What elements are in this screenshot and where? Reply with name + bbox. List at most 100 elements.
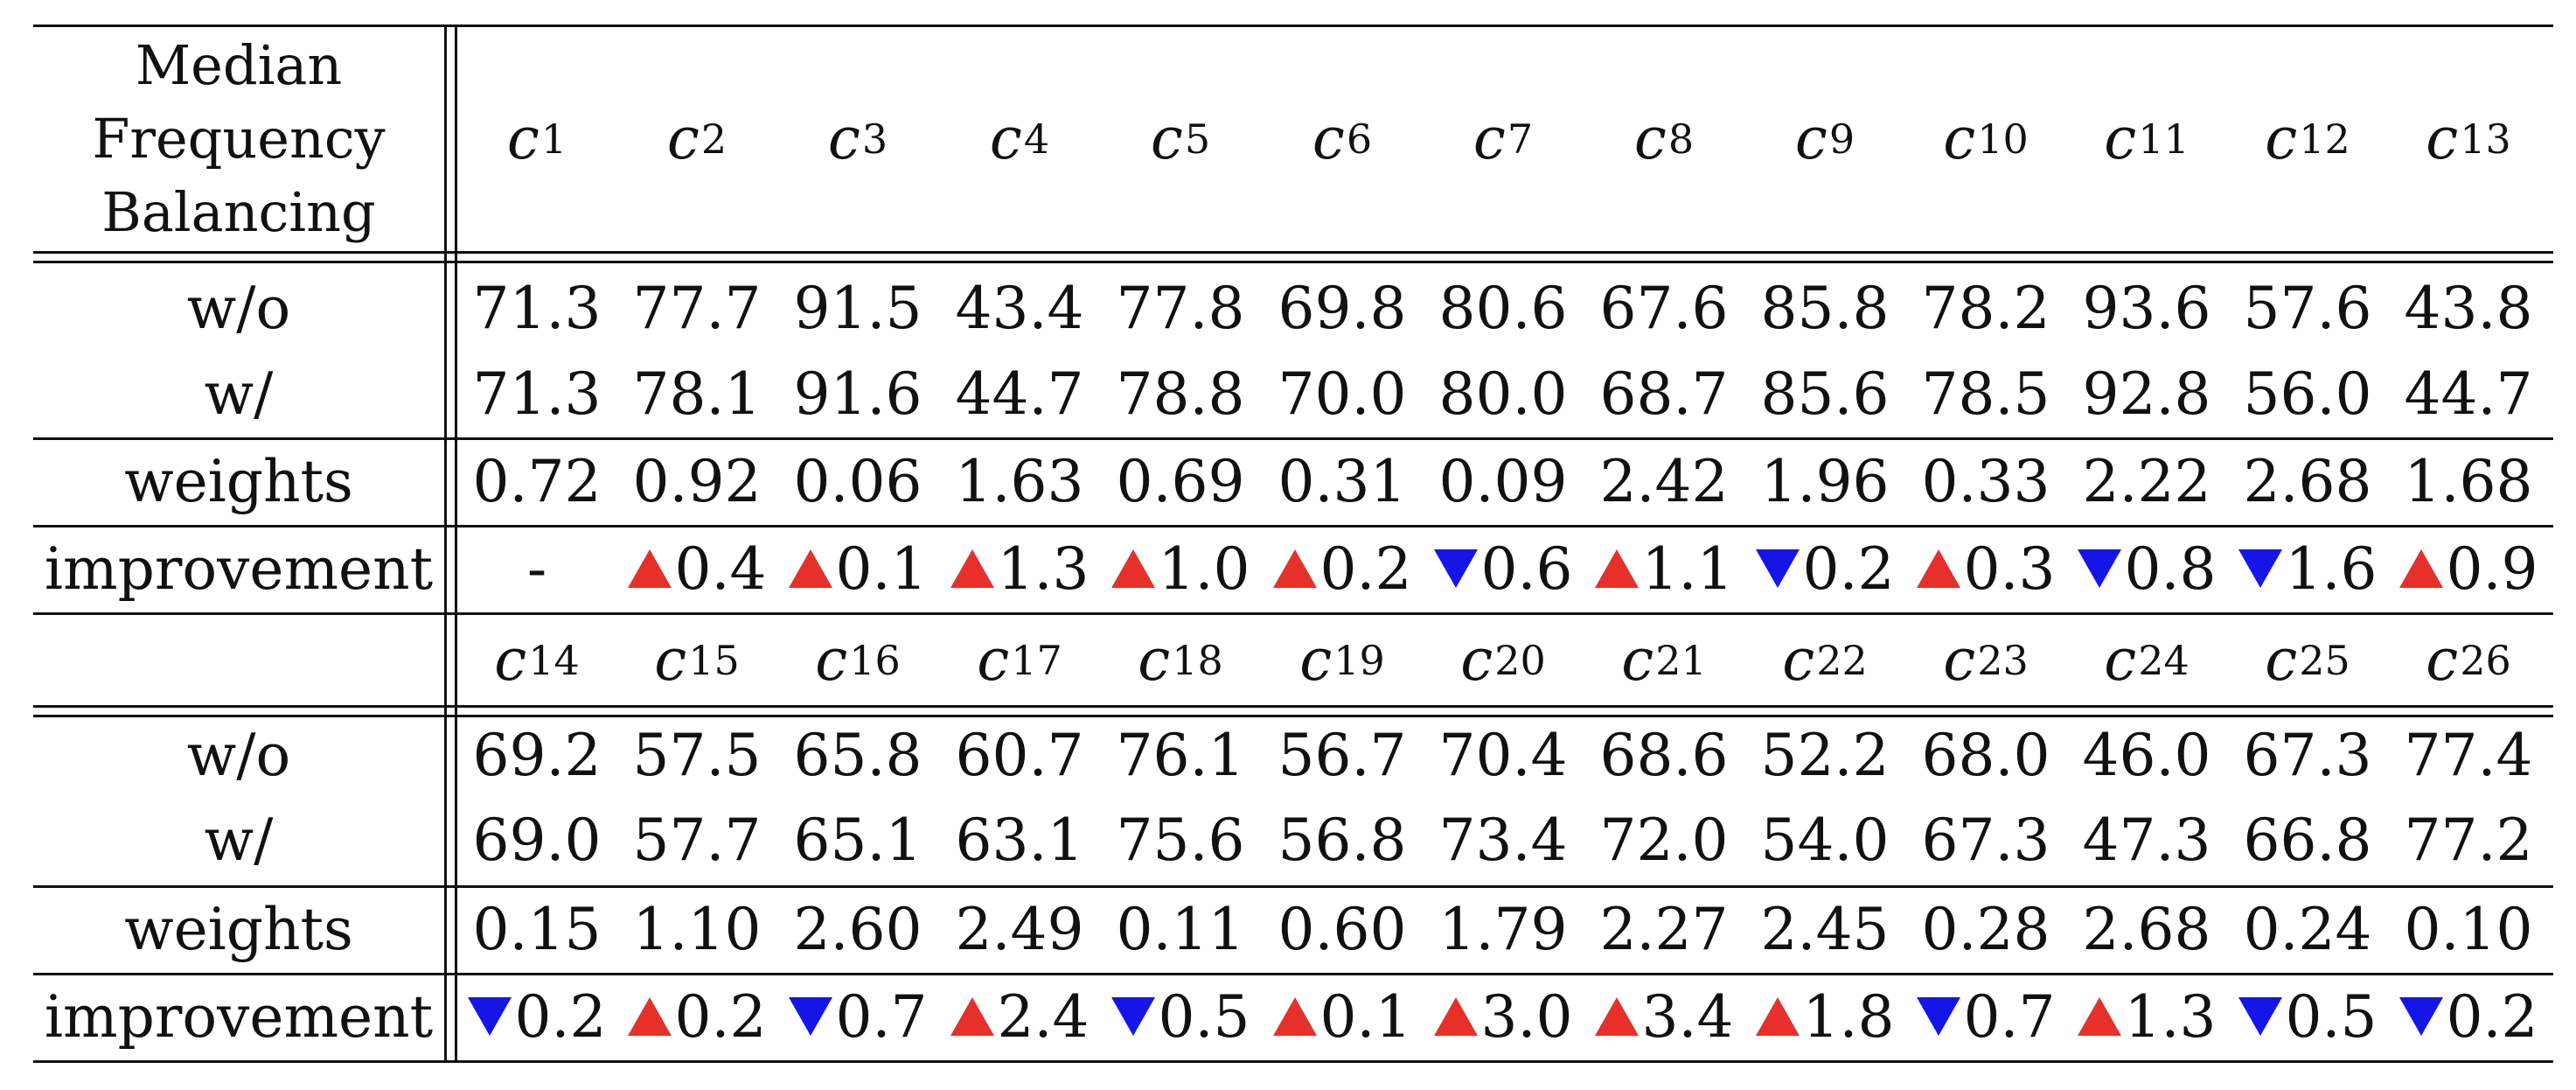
rule-after-w-2 (33, 885, 2553, 888)
improvement-value: 0.3 (1963, 535, 2056, 603)
table-cell: 70.4 (1438, 721, 1568, 789)
table-cell: 80.0 (1438, 360, 1568, 428)
improvement-value: 0.2 (514, 982, 607, 1051)
bottom-rule (33, 1060, 2553, 1063)
table-cell: - (456, 527, 617, 611)
improvement-value: 0.2 (674, 982, 767, 1051)
improvement-value: 0.9 (2446, 535, 2538, 603)
table-cell: 56.7 (1278, 721, 1407, 789)
table-cell: 0.2 (456, 975, 617, 1059)
table-cell: 80.6 (1438, 274, 1568, 342)
table-cell: 0.10 (2404, 895, 2533, 963)
table-cell: 2.45 (1760, 895, 1890, 963)
row-label: weights (124, 447, 353, 515)
table-cell: 68.0 (1921, 721, 2050, 789)
table-cell: 71.3 (472, 274, 602, 342)
triangle-down-icon (467, 997, 512, 1036)
column-index: 2 (700, 115, 728, 163)
table-cell: 44.7 (955, 360, 1084, 428)
triangle-down-icon (1433, 549, 1478, 588)
table-cell: 43.8 (2404, 274, 2533, 342)
improvement-value: 0.8 (2124, 535, 2217, 603)
table-cell: 52.2 (1760, 721, 1890, 789)
table-cell: 69.8 (1278, 274, 1407, 342)
table-cell: 0.2 (616, 975, 777, 1059)
table-cell: 2.68 (2082, 895, 2211, 963)
table-cell: 46.0 (2082, 721, 2211, 789)
row-label: w/ (204, 806, 274, 874)
table-cell: 63.1 (955, 806, 1084, 874)
table-cell: 65.1 (793, 806, 922, 874)
triangle-down-icon (2238, 997, 2282, 1036)
improvement-value: 0.2 (2446, 982, 2538, 1051)
triangle-up-icon (1272, 549, 1317, 588)
improvement-value: 2.4 (997, 982, 1090, 1051)
column-header: c 24 (2104, 626, 2190, 694)
rule-after-weights-2 (33, 973, 2553, 975)
rule-after-weights (33, 525, 2553, 528)
triangle-up-icon (1110, 549, 1155, 588)
column-index: 3 (861, 115, 888, 163)
table-cell: 0.7 (777, 975, 938, 1059)
table-cell: 0.9 (2388, 527, 2549, 611)
table-cell: 56.8 (1278, 806, 1407, 874)
column-index: 12 (2299, 115, 2350, 163)
triangle-up-icon (1594, 549, 1639, 588)
header-label-line: Balancing (101, 179, 376, 244)
table-cell: 67.3 (1921, 806, 2050, 874)
table-cell: 70.0 (1278, 360, 1407, 428)
column-index: 18 (1172, 636, 1223, 684)
improvement-value: 0.1 (1319, 982, 1412, 1051)
triangle-down-icon (1755, 549, 1800, 588)
table-cell: 2.49 (955, 895, 1084, 963)
header-label: Median Frequency Balancing (33, 26, 444, 251)
triangle-up-icon (1433, 997, 1478, 1036)
table-cell: 0.31 (1278, 447, 1407, 515)
column-index: 9 (1828, 115, 1855, 163)
rule-after-improvement (33, 612, 2553, 615)
top-rule (33, 24, 2553, 27)
table-cell: 2.42 (1599, 447, 1729, 515)
table-cell: 78.1 (632, 360, 762, 428)
table-cell: 78.8 (1116, 360, 1245, 428)
table-cell: 1.63 (955, 447, 1084, 515)
table-cell: 44.7 (2404, 360, 2533, 428)
table-cell: 0.4 (616, 527, 777, 611)
table-cell: 72.0 (1599, 806, 1729, 874)
column-index: 4 (1023, 115, 1050, 163)
triangle-up-icon (1272, 997, 1317, 1036)
improvement-value: 0.7 (1963, 982, 2056, 1051)
column-index: 16 (849, 636, 901, 684)
table-cell: 3.4 (1584, 975, 1744, 1059)
table-cell: 57.5 (632, 721, 762, 789)
table-cell: 77.2 (2404, 806, 2533, 874)
rule-after-w (33, 437, 2553, 440)
table-cell: 1.3 (939, 527, 1100, 611)
table-cell: 0.33 (1921, 447, 2050, 515)
table-cell: 0.5 (1100, 975, 1261, 1059)
improvement-value: 1.6 (2285, 535, 2378, 603)
triangle-up-icon (950, 549, 994, 588)
table-cell: 1.3 (2066, 975, 2227, 1059)
table-cell: 57.7 (632, 806, 762, 874)
improvement-value: 0.5 (2285, 982, 2378, 1051)
table-cell: 0.69 (1116, 447, 1245, 515)
triangle-up-icon (950, 997, 994, 1036)
column-index: 17 (1011, 636, 1062, 684)
table-cell: 0.15 (472, 895, 602, 963)
column-index: 11 (2138, 115, 2190, 163)
column-header: c 20 (1460, 626, 1546, 694)
improvement-value: 3.0 (1480, 982, 1573, 1051)
column-header: c 15 (654, 626, 740, 694)
table-cell: 0.8 (2066, 527, 2227, 611)
triangle-down-icon (2238, 549, 2282, 588)
table-cell: 1.68 (2404, 447, 2533, 515)
table-cell: 76.1 (1116, 721, 1245, 789)
table-cell: 2.68 (2243, 447, 2372, 515)
table-cell: 91.6 (793, 360, 922, 428)
table-cell: 0.24 (2243, 895, 2372, 963)
